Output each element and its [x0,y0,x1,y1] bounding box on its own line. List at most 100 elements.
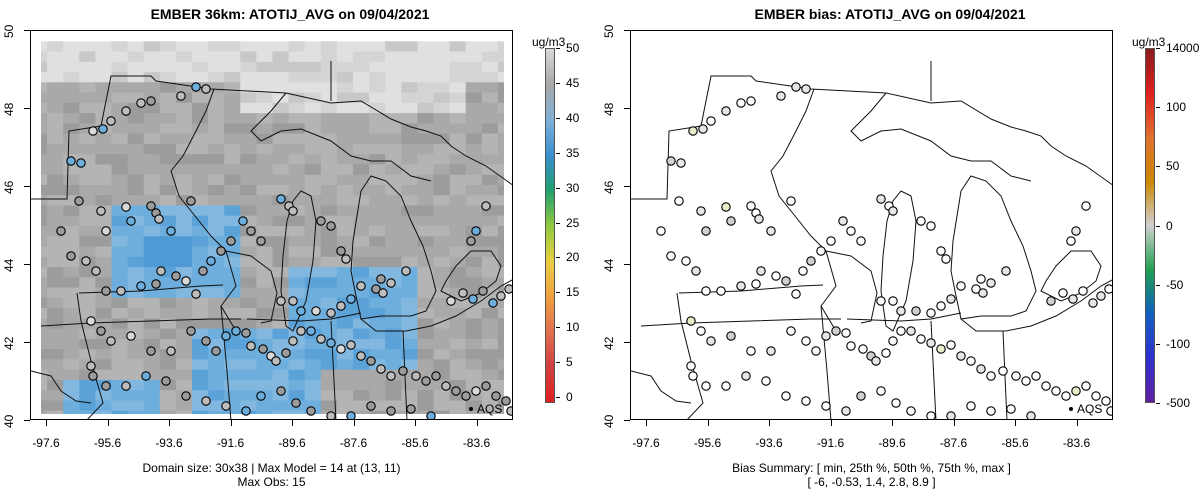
grid-cell [336,328,354,340]
grid-cell [47,277,64,289]
grid-cell [127,41,145,53]
grid-cell [192,174,209,186]
monitor-site [1071,226,1081,236]
colorbar-tick [556,48,560,49]
grid-cell [353,379,370,391]
grid-cell [208,92,225,104]
monitor-site [291,398,301,408]
grid-cell [465,369,483,381]
grid-cell [417,267,435,278]
grid-cell [79,72,96,83]
grid-cell [320,72,338,83]
grid-cell [353,205,370,217]
monitor-site [346,294,356,304]
grid-cell [240,72,257,83]
monitor-site [806,256,816,266]
grid-cell [272,277,290,289]
grid-cell [385,215,402,227]
monitor-site [691,266,701,276]
boundary-line [678,284,824,294]
grid-cell [208,390,225,402]
grid-cell [336,267,354,278]
grid-cell [272,400,290,412]
grid-cell [449,164,467,176]
model-map-plot: AQS [30,30,513,420]
grid-cell [175,143,193,155]
grid-cell [127,133,145,145]
monitor-site [88,371,98,381]
boundary-line [850,92,1032,182]
grid-cell [47,82,64,94]
grid-cell [481,154,499,166]
grid-cell [111,246,129,258]
grid-cell [417,400,435,412]
grid-cell [63,174,80,186]
grid-cell [336,143,354,155]
monitor-site [201,84,211,94]
grid-cell [224,184,241,196]
grid-cell [256,82,274,94]
grid-cell [79,51,96,63]
grid-cell [63,369,80,381]
grid-cell [288,82,306,94]
grid-cell [143,154,161,166]
grid-cell [47,195,64,207]
grid-cell [47,174,64,186]
grid-cell [208,123,225,135]
grid-cell [111,297,129,309]
grid-cell [417,61,435,73]
grid-cell [240,246,257,258]
grid-cell [240,205,257,217]
grid-cell [63,92,80,104]
grid-cell [304,123,322,135]
grid-cell [353,236,370,248]
grid-cell [95,154,113,166]
grid-cell [401,123,418,135]
grid-cell [240,154,257,166]
grid-cell [417,369,435,381]
grid-cell [272,236,290,248]
grid-cell [175,113,193,124]
grid-cell [240,92,257,104]
map-title: EMBER 36km: ATOTIJ_AVG on 09/04/2021 [150,6,430,22]
x-tick-label: -97.6 [32,436,60,450]
monitor-site [1106,406,1112,416]
grid-cell [240,174,257,186]
grid-cell [385,349,402,361]
grid-cell [224,359,241,371]
grid-cell [369,359,386,371]
grid-cell [256,379,274,391]
grid-cell [159,184,177,196]
grid-cell [288,359,306,371]
monitor-site [96,326,106,336]
grid-cell [272,133,290,145]
grid-cell [47,236,64,248]
grid-cell [63,215,80,227]
monitor-site [296,326,306,336]
grid-cell [111,359,129,371]
grid-cell [256,123,274,135]
boundary-line [950,175,1037,320]
colorbar-tick [556,397,560,398]
grid-cell [288,51,306,63]
grid-cell [143,51,161,63]
grid-cell [320,226,338,237]
grid-cell [369,133,386,145]
grid-cell [369,113,386,124]
monitor-site [736,281,746,291]
grid-cell [320,123,338,135]
grid-cell [481,113,499,124]
colorbar-tick [556,327,560,329]
grid-cell [111,143,129,155]
colorbar-units: ug/m3 [1132,35,1166,49]
y-tick-label: 44 [602,258,616,272]
grid-cell [192,205,209,217]
monitor-site [816,246,826,256]
grid-cell [208,133,225,145]
monitor-site [696,206,706,216]
monitor-site [496,291,506,301]
grid-cell [449,143,467,155]
grid-cell [63,338,80,350]
grid-cell [111,277,129,289]
grid-cell [320,51,338,63]
